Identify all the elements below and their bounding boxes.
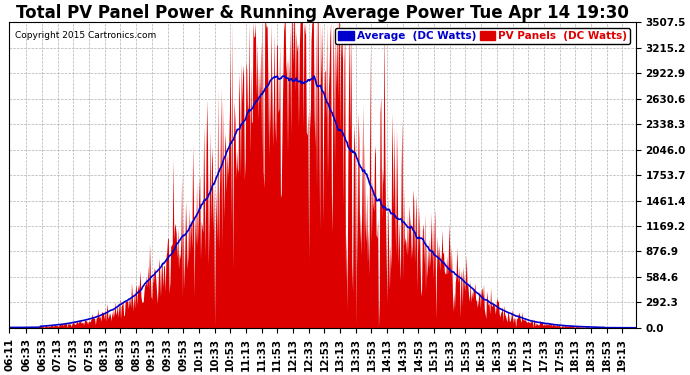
Text: Copyright 2015 Cartronics.com: Copyright 2015 Cartronics.com xyxy=(15,32,157,40)
Legend: Average  (DC Watts), PV Panels  (DC Watts): Average (DC Watts), PV Panels (DC Watts) xyxy=(335,27,631,44)
Title: Total PV Panel Power & Running Average Power Tue Apr 14 19:30: Total PV Panel Power & Running Average P… xyxy=(16,4,629,22)
